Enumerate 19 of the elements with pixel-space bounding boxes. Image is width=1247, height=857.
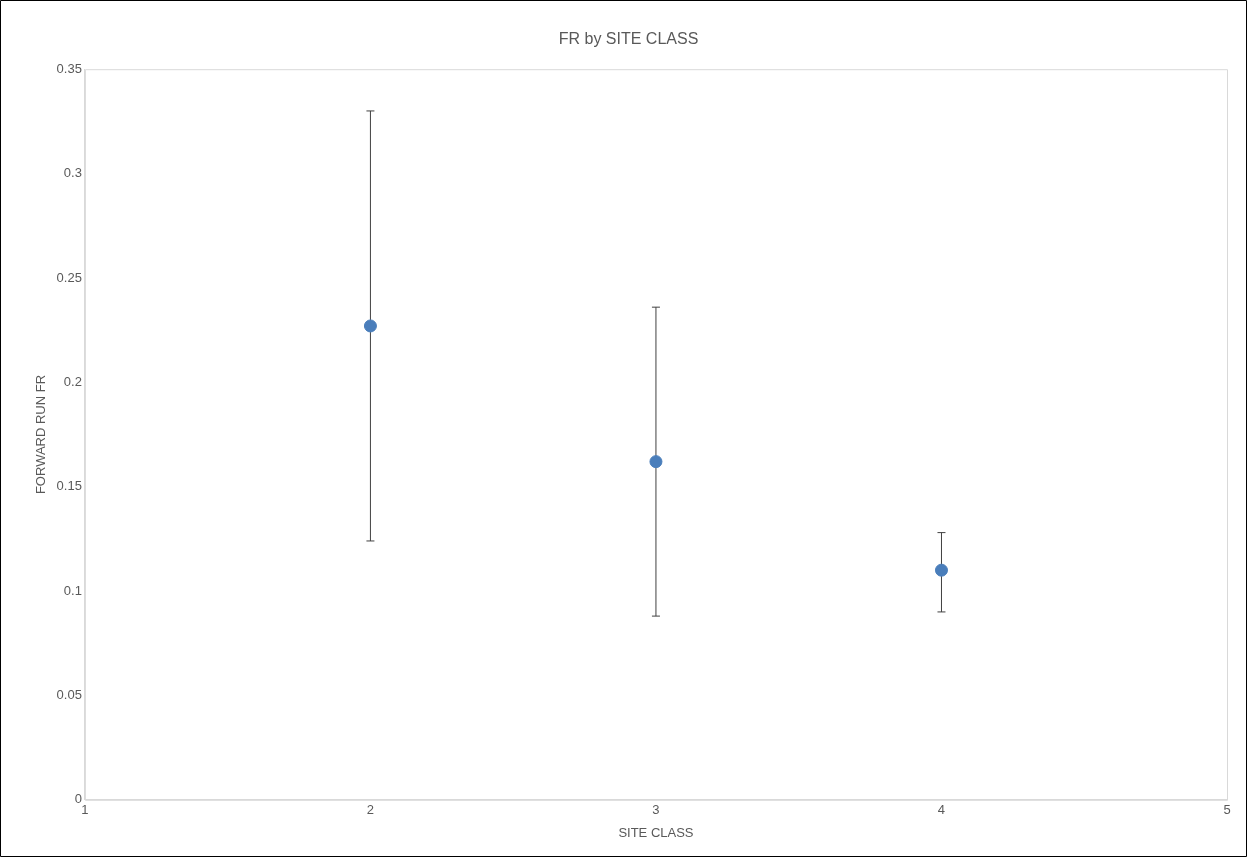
point	[363, 319, 377, 333]
x-tick-label: 5	[1223, 802, 1231, 818]
point	[649, 455, 663, 469]
y-tick-label: 0.35	[56, 60, 82, 76]
point	[934, 563, 948, 577]
y-tick-label: 0	[74, 791, 82, 807]
x-axis-title: SITE CLASS	[618, 824, 694, 840]
y-tick-label: 0.3	[63, 165, 82, 181]
x-tick-label: 3	[652, 802, 660, 818]
chart-title: FR by SITE CLASS	[558, 30, 699, 48]
y-tick-label: 0.2	[63, 373, 82, 389]
x-tick-label: 1	[81, 802, 89, 818]
y-tick-label: 0.1	[63, 582, 82, 598]
y-tick-label: 0.05	[56, 687, 82, 703]
y-tick-label: 0.15	[56, 478, 82, 494]
x-tick-label: 2	[366, 802, 375, 818]
y-tick-label: 0.25	[56, 269, 82, 285]
x-tick-label: 4	[937, 802, 946, 818]
y-axis-title: FORWARD RUN FR	[33, 374, 49, 495]
